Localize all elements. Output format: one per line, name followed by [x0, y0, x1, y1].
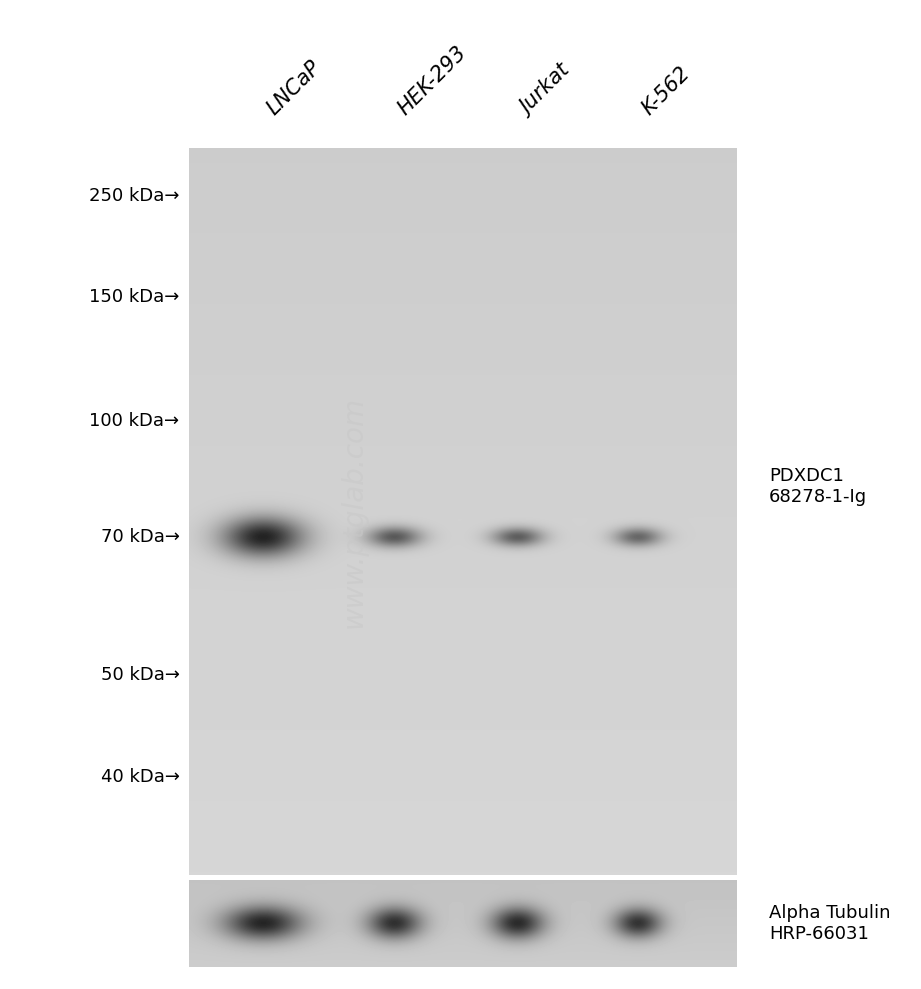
Text: LNCaP: LNCaP	[262, 57, 324, 120]
Text: PDXDC1
68278-1-Ig: PDXDC1 68278-1-Ig	[769, 467, 868, 505]
Text: 100 kDa→: 100 kDa→	[89, 412, 180, 430]
Text: 150 kDa→: 150 kDa→	[89, 289, 180, 307]
Text: K-562: K-562	[638, 63, 694, 120]
Text: 250 kDa→: 250 kDa→	[89, 187, 180, 205]
Text: Alpha Tubulin
HRP-66031: Alpha Tubulin HRP-66031	[769, 904, 891, 944]
Text: 40 kDa→: 40 kDa→	[100, 768, 180, 786]
Text: HEK-293: HEK-293	[394, 43, 471, 120]
Text: Jurkat: Jurkat	[518, 62, 575, 120]
Text: 70 kDa→: 70 kDa→	[100, 528, 180, 546]
Text: 50 kDa→: 50 kDa→	[100, 667, 180, 684]
Text: www.ptglab.com: www.ptglab.com	[339, 396, 367, 628]
